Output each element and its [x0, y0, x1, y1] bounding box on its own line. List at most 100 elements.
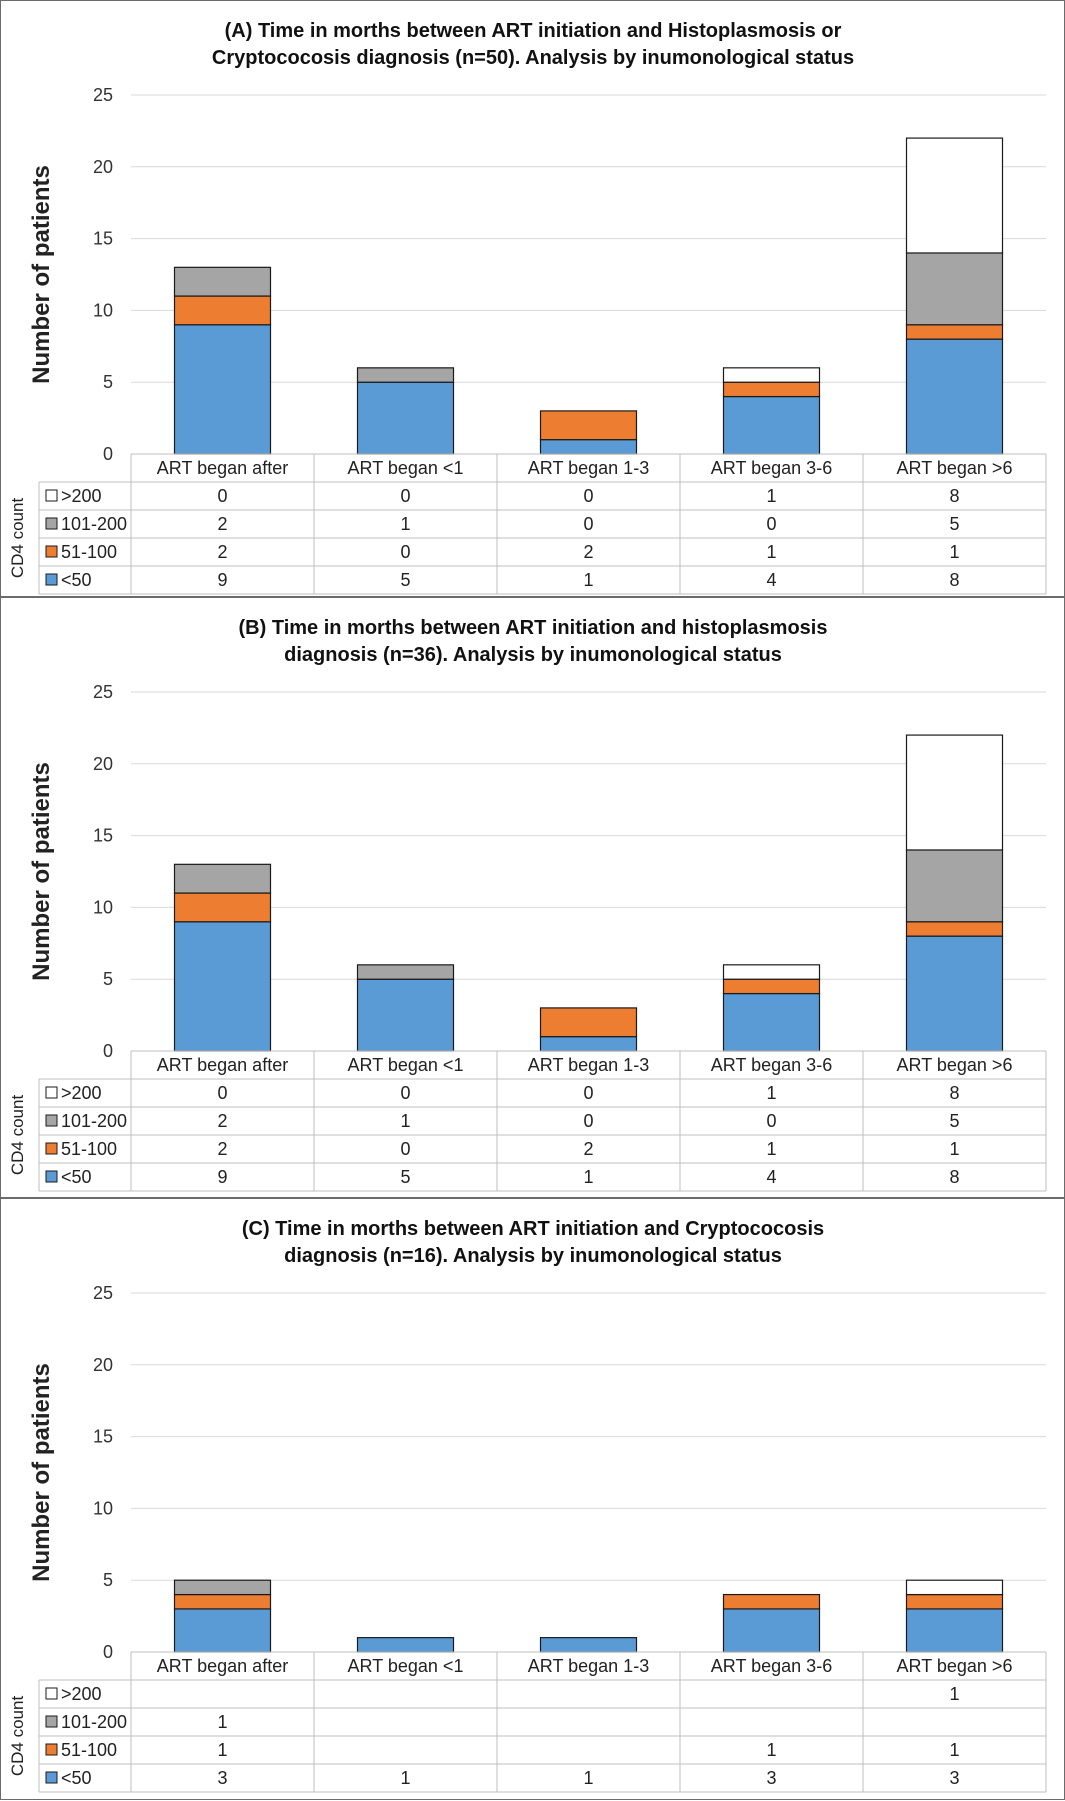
y-tick-label: 25	[93, 85, 113, 105]
bar-segment	[905, 1593, 1004, 1610]
bar-segment	[173, 1579, 272, 1596]
table-cell: 0	[217, 486, 227, 506]
legend-label: >200	[61, 1083, 102, 1103]
table-cell: 0	[400, 1139, 410, 1159]
bar-segment	[722, 964, 821, 980]
table-cell: 0	[766, 1111, 776, 1131]
table-cell: 3	[217, 1768, 227, 1788]
bar-segment	[356, 367, 455, 383]
bar-segment	[356, 964, 455, 980]
table-cell: 0	[217, 1083, 227, 1103]
table-cell: 2	[217, 514, 227, 534]
category-label: ART began >6	[897, 458, 1013, 478]
table-cell: 1	[949, 1139, 959, 1159]
table-cell: 1	[400, 514, 410, 534]
bar-segment	[722, 1593, 821, 1610]
table-cell: 8	[949, 1083, 959, 1103]
table-cell: 1	[583, 1768, 593, 1788]
bar-segment	[539, 410, 638, 441]
table-cell: 1	[949, 542, 959, 562]
y-tick-label: 10	[93, 1498, 113, 1518]
y-tick-label: 5	[103, 969, 113, 989]
y-tick-label: 15	[93, 826, 113, 846]
bar-segment	[722, 381, 821, 398]
bar-segment	[905, 935, 1004, 1052]
bar-segment	[173, 1593, 272, 1610]
bar-segment	[539, 1036, 638, 1052]
chart-panel-a: (A) Time in morths between ART initiatio…	[0, 0, 1065, 597]
legend-swatch	[45, 1743, 58, 1756]
bar-segment	[905, 137, 1004, 254]
category-label: ART began 1-3	[528, 1055, 649, 1075]
chart-title-line-2: diagnosis (n=16). Analysis by inumonolog…	[284, 1245, 782, 1267]
table-cell: 8	[949, 1167, 959, 1187]
legend-label: >200	[61, 1684, 102, 1704]
chart-title-line-1: (B) Time in morths between ART initiatio…	[239, 617, 828, 639]
legend-swatch	[45, 1715, 58, 1728]
data-table: ART began after ART began <1 ART began 1-3…	[8, 1051, 1047, 1192]
table-cell: 1	[583, 1167, 593, 1187]
legend-swatch	[45, 517, 58, 530]
y-axis-label: Number of patients	[28, 762, 55, 981]
y-tick-label: 0	[103, 1041, 113, 1061]
legend-label: 101-200	[61, 1712, 127, 1732]
legend-swatch	[45, 1687, 58, 1700]
legend-label: <50	[61, 570, 92, 590]
table-cell: 2	[217, 1139, 227, 1159]
bar-segment	[539, 439, 638, 455]
table-cell: 4	[766, 1167, 776, 1187]
legend-label: 101-200	[61, 1111, 127, 1131]
category-label: ART began >6	[897, 1055, 1013, 1075]
bar-segment	[905, 1608, 1004, 1653]
table-cell: 1	[217, 1740, 227, 1760]
chart-panel-c: (C) Time in morths between ART initiatio…	[0, 1198, 1065, 1800]
table-cell: 1	[217, 1712, 227, 1732]
table-cell: 5	[949, 514, 959, 534]
bar-segment	[356, 978, 455, 1052]
y-tick-label: 0	[103, 1642, 113, 1662]
y-axis-label: Number of patients	[28, 1363, 55, 1582]
table-cell: 9	[217, 570, 227, 590]
table-cell: 8	[949, 570, 959, 590]
bar-segment	[539, 1637, 638, 1653]
legend-label: >200	[61, 486, 102, 506]
chart-panel-b: (B) Time in morths between ART initiatio…	[0, 597, 1065, 1198]
bar-segment	[905, 252, 1004, 326]
bar-segment	[539, 1007, 638, 1038]
category-label: ART began >6	[897, 1656, 1013, 1676]
table-cell: 3	[766, 1768, 776, 1788]
category-label: ART began <1	[348, 458, 464, 478]
legend-swatch	[45, 489, 58, 502]
chart-title-line-1: (C) Time in morths between ART initiatio…	[242, 1218, 824, 1240]
y-tick-label: 10	[93, 897, 113, 917]
table-cell: 3	[949, 1768, 959, 1788]
y-tick-label: 20	[93, 157, 113, 177]
table-cell: 1	[949, 1684, 959, 1704]
category-label: ART began after	[157, 1055, 288, 1075]
table-cell: 0	[583, 514, 593, 534]
legend-swatch	[45, 1771, 58, 1784]
table-cell: 1	[400, 1768, 410, 1788]
category-label: ART began 1-3	[528, 458, 649, 478]
legend-swatch	[45, 1170, 58, 1183]
legend-label: 51-100	[61, 1139, 117, 1159]
bar-segment	[722, 395, 821, 455]
legend-label: 51-100	[61, 542, 117, 562]
table-side-label: CD4 count	[8, 1095, 27, 1176]
y-tick-label: 15	[93, 229, 113, 249]
legend-label: <50	[61, 1768, 92, 1788]
category-label: ART began 3-6	[711, 1055, 832, 1075]
bar-segment	[356, 381, 455, 455]
table-cell: 5	[949, 1111, 959, 1131]
bar-segment	[905, 921, 1004, 937]
chart-svg: (B) Time in morths between ART initiatio…	[8, 617, 1047, 1192]
table-cell: 0	[583, 486, 593, 506]
bar-segment	[722, 1608, 821, 1653]
table-cell: 1	[766, 1083, 776, 1103]
chart-svg: (A) Time in morths between ART initiatio…	[8, 20, 1047, 595]
table-cell: 1	[766, 1139, 776, 1159]
category-label: ART began after	[157, 458, 288, 478]
bar-segment	[905, 734, 1004, 851]
table-cell: 8	[949, 486, 959, 506]
